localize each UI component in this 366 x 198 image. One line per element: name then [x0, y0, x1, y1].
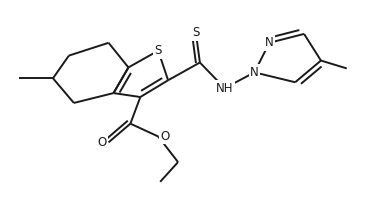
Text: O: O — [97, 136, 107, 149]
Text: S: S — [192, 27, 199, 39]
Text: N: N — [265, 36, 274, 49]
Text: NH: NH — [216, 82, 234, 95]
Text: O: O — [160, 130, 169, 143]
Text: N: N — [250, 66, 259, 79]
Text: S: S — [154, 44, 162, 57]
